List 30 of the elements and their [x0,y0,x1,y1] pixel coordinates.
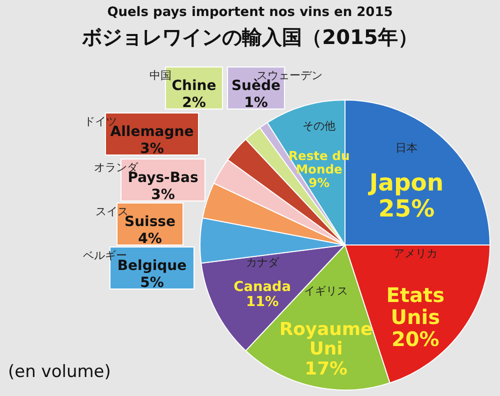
text: 中国 [150,69,172,82]
data-label: 4% [138,231,162,247]
data-label: 5% [140,275,164,291]
slice-label: Japon [367,168,444,196]
slice-label: Belgique [117,258,187,274]
slice-label: Suède [231,78,281,94]
text: カナダ [246,256,279,270]
data-label: 20% [391,327,440,352]
slice-label: Suisse [124,214,176,230]
slice-label: Canada [234,279,291,296]
text: オランダ [94,161,138,174]
text: (en volume) [8,362,111,382]
slice-label: Etats Unis [386,283,444,330]
text: イギリス [304,284,348,298]
data-label: 17% [304,358,348,380]
slice-label: Royaume Uni [279,318,373,360]
slice-label: Allemagne [110,124,194,140]
slice-label: Chine [172,78,216,94]
data-label: 9% [308,176,330,190]
data-label: 3% [140,141,164,157]
chart-subtitle: ボジョレワインの輸入国（2015年） [81,25,418,49]
data-label: 25% [378,194,435,222]
text: その他 [302,120,336,133]
data-label: 3% [151,187,175,203]
data-label: 1% [244,95,268,111]
text: アメリカ [393,247,438,260]
text: 日本 [396,142,418,155]
chart-title: Quels pays importent nos vins en 2015 [107,5,393,20]
data-label: 2% [182,95,206,111]
data-label: 11% [246,294,279,310]
